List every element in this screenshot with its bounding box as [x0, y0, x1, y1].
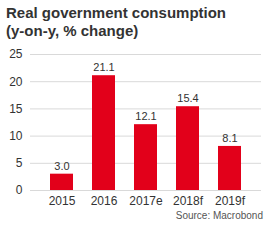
- svg-text:25: 25: [9, 47, 23, 61]
- svg-text:12.1: 12.1: [135, 110, 156, 122]
- svg-text:20: 20: [9, 75, 23, 89]
- svg-text:3.0: 3.0: [54, 160, 69, 172]
- svg-text:2017e: 2017e: [129, 194, 163, 208]
- svg-text:15.4: 15.4: [177, 92, 198, 104]
- html-text:(y-on-y, % change): (y-on-y, % change): [6, 22, 139, 39]
- svg-text:2019f: 2019f: [215, 194, 246, 208]
- svg-text:8.1: 8.1: [222, 132, 237, 144]
- svg-text:10: 10: [9, 129, 23, 143]
- svg-text:15: 15: [9, 102, 23, 116]
- html-text:Source: Macrobond: Source: Macrobond: [175, 210, 263, 221]
- svg-text:2018f: 2018f: [173, 194, 204, 208]
- svg-text:2016: 2016: [91, 194, 118, 208]
- svg-text:2015: 2015: [49, 194, 76, 208]
- svg-text:5: 5: [16, 156, 23, 170]
- svg-text:0: 0: [16, 183, 23, 197]
- html-text:Real government consumption: Real government consumption: [6, 4, 226, 21]
- svg-text:21.1: 21.1: [93, 61, 114, 73]
